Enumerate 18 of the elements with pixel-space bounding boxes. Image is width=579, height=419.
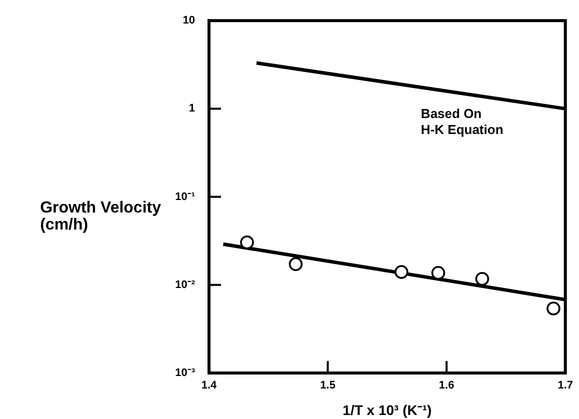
series-label: Based On H-K Equation	[420, 106, 504, 137]
x-tick-label: 1.6	[438, 380, 454, 392]
y-tick-label: 10⁻³	[175, 367, 196, 380]
point	[431, 266, 446, 280]
y-tick-label: 10⁻¹	[175, 190, 196, 203]
y-tick-label: 10⁻²	[175, 278, 196, 291]
x-tick-label: 1.7	[558, 380, 574, 392]
point	[546, 302, 560, 316]
y-axis-title: Growth Velocity (cm/h)	[40, 200, 162, 234]
point	[240, 235, 254, 250]
x-tick-label: 1.4	[201, 380, 218, 392]
point	[288, 257, 303, 272]
x-tick-label: 1.5	[320, 380, 336, 392]
y-tick-label: 1	[188, 102, 195, 115]
y-tick-label: 10	[182, 14, 195, 27]
point	[475, 272, 490, 286]
point	[394, 265, 408, 279]
x-axis-title: 1/T x 10³ (K⁻¹)	[342, 402, 432, 418]
